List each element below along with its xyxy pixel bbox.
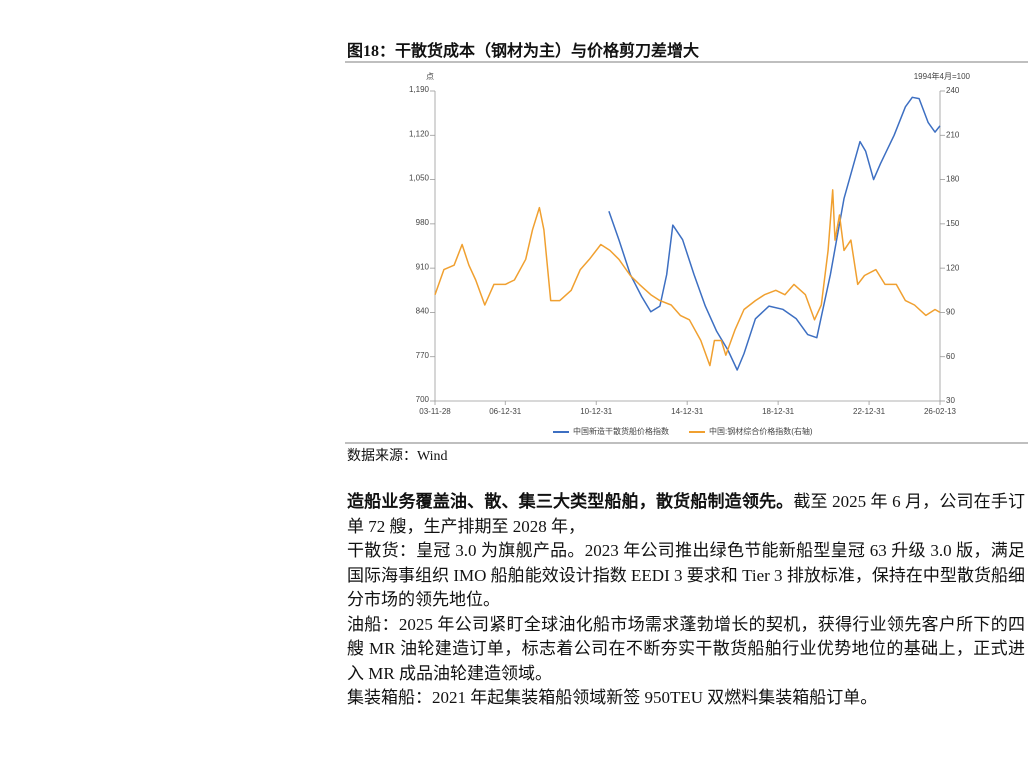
legend-label: 中国:钢材综合价格指数(右轴) xyxy=(709,426,813,436)
x-tick-label: 10-12-31 xyxy=(580,407,613,416)
x-tick-label: 22-12-31 xyxy=(853,407,886,416)
y-tick-label: 1,050 xyxy=(409,174,430,183)
y2-tick-label: 150 xyxy=(946,219,960,228)
y2-tick-label: 240 xyxy=(946,86,960,95)
y-tick-label: 840 xyxy=(416,307,430,316)
x-tick-label: 26-02-13 xyxy=(924,407,957,416)
y2-tick-label: 30 xyxy=(946,396,955,405)
paragraph: 油船：2025 年公司紧盯全球油化船市场需求蓬勃增长的契机，获得行业领先客户所下… xyxy=(347,614,1025,683)
y-tick-label: 700 xyxy=(416,395,430,404)
y-tick-label: 1,190 xyxy=(409,85,430,94)
series-line xyxy=(434,189,941,367)
source: 数据来源：Wind xyxy=(347,449,448,464)
legend-label: 中国新造干散货船价格指数 xyxy=(573,426,669,436)
y-tick-label: 910 xyxy=(416,262,430,271)
y2-tick-label: 90 xyxy=(946,308,955,317)
x-tick-label: 06-12-31 xyxy=(489,407,522,416)
y2-tick-label: 210 xyxy=(946,130,960,139)
y-tick-label: 770 xyxy=(416,351,430,360)
series-line xyxy=(608,96,941,371)
figure-title: 图18：干散货成本（钢材为主）与价格剪刀差增大 xyxy=(347,43,700,60)
y-tick-label: 980 xyxy=(416,218,430,227)
x-tick-label: 18-12-31 xyxy=(762,407,795,416)
y-tick-label: 1,120 xyxy=(409,129,430,138)
paragraph: 造船业务覆盖油、散、集三大类型船舶，散货船制造领先。截至 2025 年 6 月，… xyxy=(347,490,1025,539)
paragraph: 集装箱船：2021 年起集装箱船领域新签 950TEU 双燃料集装箱船订单。 xyxy=(347,688,878,707)
y2-axis-label: 1994年4月=100 xyxy=(914,71,971,81)
y2-tick-label: 60 xyxy=(946,352,955,361)
lead: 造船业务覆盖油、散、集三大类型船舶，散货船制造领先。 xyxy=(347,492,794,511)
x-tick-label: 03-11-28 xyxy=(419,407,451,416)
y2-tick-label: 120 xyxy=(946,263,960,272)
x-tick-label: 14-12-31 xyxy=(671,407,704,416)
body-text: 造船业务覆盖油、散、集三大类型船舶，散货船制造领先。截至 2025 年 6 月，… xyxy=(347,490,1025,711)
y-axis-label: 点 xyxy=(426,72,434,81)
y2-tick-label: 180 xyxy=(946,175,960,184)
text: 截至 2025 年 6 月，公司在手订单 72 艘，生产排期至 2028 年， xyxy=(347,492,1026,536)
paragraph: 干散货：皇冠 3.0 为旗舰产品。2023 年公司推出绿色节能新船型皇冠 63 … xyxy=(347,541,1025,609)
